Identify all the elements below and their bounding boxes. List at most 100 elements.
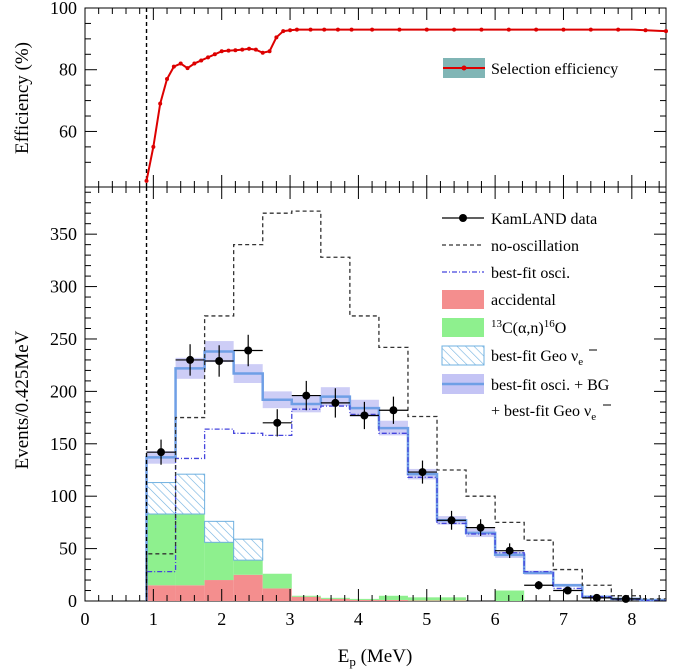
geo-bar [146,482,177,515]
spectrum-x-tick-label: 7 [559,609,568,629]
spectrum-x-tick-label: 5 [422,609,431,629]
efficiency-curve [145,28,667,182]
data-point [146,439,176,465]
data-point-marker [592,593,601,602]
spectrum-y-tick-label: 250 [50,329,77,349]
carbon-bar [233,560,263,575]
efficiency-point [335,27,340,32]
geo-bar [204,520,235,543]
geo-bar [175,473,206,515]
efficiency-point [219,49,224,54]
data-point-marker [447,516,456,525]
data-point [524,581,554,590]
accidental-bar [233,574,263,601]
accidental-bar [378,599,408,601]
legend-label-best-fit: best-fit osci. [491,265,570,282]
legend-entry-total: best-fit osci. + BG + best-fit Geo νe [442,374,611,423]
x-label-main: E [338,646,350,667]
carbon-bar [407,597,438,601]
data-point-marker [215,356,224,365]
legend-entry-geo: best-fit Geo νe [441,345,597,368]
data-point-marker [418,468,427,477]
spectrum-y-tick-label: 200 [50,381,77,401]
data-point [262,409,292,437]
spectrum-x-tick-label: 3 [286,609,295,629]
efficiency-point [561,27,566,32]
efficiency-point [158,101,163,106]
data-point [495,543,525,559]
efficiency-point [267,49,272,54]
accidental-bar [175,585,205,601]
spectrum-panel: 0 50 100 150 200 250 300 350 0 1 2 3 4 5 6 7 8 Events/0… [12,186,667,669]
data-point [291,380,321,411]
spectrum-y-tick-label: 300 [50,277,77,297]
spectrum-x-ticks: 0 1 2 3 4 5 6 7 8 [81,187,660,629]
accidental-bar [349,599,379,601]
no-oscillation-line [145,210,666,601]
data-point [233,334,263,367]
carbon-bar [146,514,176,586]
data-point [466,519,496,537]
efficiency-point [144,178,149,183]
carbon-bar [378,595,408,600]
data-point-marker [186,355,195,364]
efficiency-point [233,48,238,53]
data-point-marker [331,398,340,407]
efficiency-point [664,29,668,34]
accidental-bar [204,580,234,601]
spectrum-x-tick-label: 4 [354,609,363,629]
spectrum-x-tick-label: 2 [217,609,226,629]
accidental-bar [320,598,350,601]
efficiency-point [534,27,539,32]
legend-label-data: KamLAND data [491,211,597,228]
data-point [349,401,379,430]
efficiency-point [253,47,258,52]
efficiency-frame [84,7,667,188]
carbon-bar [320,597,350,599]
efficiency-y-tick-label: 60 [59,121,77,141]
spectrum-y-tick-label: 350 [50,224,77,244]
legend-label-total-line2: + best-fit Geo νe [491,403,596,423]
carbon-bar [204,542,234,581]
x-label-subscript: p [349,654,356,669]
legend-entry-accidental: accidental [442,290,556,309]
legend-label-carbon: 13C(α,n)16O [491,318,566,337]
efficiency-legend: Selection efficiency [443,58,618,78]
efficiency-y-tick-label: 100 [50,0,77,18]
data-point [378,396,408,424]
data-point [582,593,612,602]
data-point-marker [244,346,253,355]
efficiency-point [151,144,156,149]
efficiency-point [322,27,327,32]
efficiency-point [199,58,204,63]
data-point [175,344,205,376]
efficiency-point [192,61,197,66]
efficiency-point [588,27,593,32]
legend-label-geo: best-fit Geo νe [491,348,583,368]
accidental-bar [291,596,321,601]
spectrum-x-tick-label: 8 [627,609,636,629]
data-point [320,388,350,418]
efficiency-point [260,50,265,55]
carbon-bar [495,590,525,601]
carbon-bar [262,573,292,589]
efficiency-point [643,28,648,33]
spectrum-legend: KamLAND data no-oscillation best-fit osc… [441,211,611,423]
data-point [437,510,467,530]
spectrum-x-tick-label: 6 [491,609,500,629]
efficiency-point [226,48,231,53]
efficiency-point [165,76,170,81]
data-point-marker [505,546,514,555]
data-point-marker [389,406,398,415]
data-point [611,594,641,603]
data-point-marker [476,523,485,532]
efficiency-x-ticks [84,8,660,187]
carbon-bar [175,514,205,586]
data-point-marker [621,594,630,603]
efficiency-point [370,27,375,32]
spectrum-y-tick-label: 50 [59,539,77,559]
spectrum-y-tick-label: 0 [68,591,77,611]
efficiency-point [212,52,217,57]
legend-entry-data: KamLAND data [442,211,597,228]
efficiency-y-tick-label: 80 [59,60,77,80]
